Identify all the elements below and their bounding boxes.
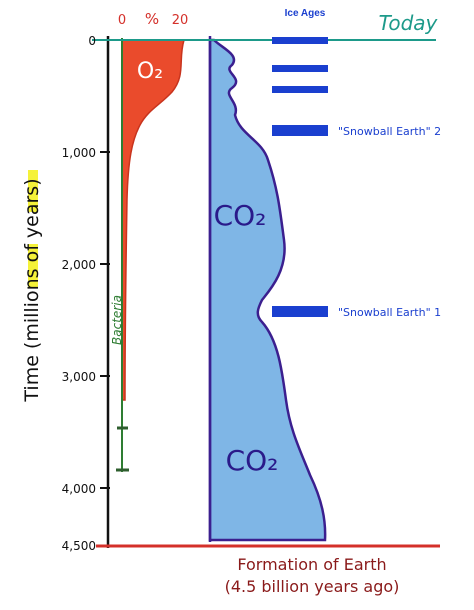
ice-age-bars	[272, 37, 328, 317]
o2-unit: %	[145, 10, 159, 28]
snowball-2: "Snowball Earth" 2	[338, 125, 441, 138]
footer-line: (4.5 billion years ago)	[225, 577, 400, 596]
tick-label: 4,500	[62, 539, 96, 553]
snowball-1: "Snowball Earth" 1	[338, 306, 441, 319]
co2-label: CO₂	[214, 199, 267, 232]
tick-label: 0	[88, 34, 96, 48]
tick-label: 4,000	[62, 482, 96, 496]
tick-label: 3,000	[62, 370, 96, 384]
o2-max: 20	[172, 13, 189, 28]
today-label: Today	[379, 11, 439, 35]
ice-ages-title: Ice Ages	[284, 8, 326, 19]
tick-labels: 0 1,000 2,000 3,000 4,000 4,500	[62, 34, 96, 553]
o2-area	[121, 39, 186, 401]
tick-label: 1,000	[62, 146, 96, 160]
co2-area	[208, 38, 327, 542]
highlight	[28, 170, 38, 212]
footer-line: Formation of Earth	[237, 555, 386, 574]
bacteria-label: Bacteria	[110, 295, 124, 345]
o2-label: O₂	[137, 59, 163, 84]
o2-min: 0	[118, 13, 126, 28]
highlight	[28, 244, 38, 288]
ticks	[100, 151, 110, 489]
tick-label: 2,000	[62, 258, 96, 272]
axis-title: Time (millions of years)	[21, 178, 43, 402]
co2-label: CO₂	[226, 444, 279, 477]
